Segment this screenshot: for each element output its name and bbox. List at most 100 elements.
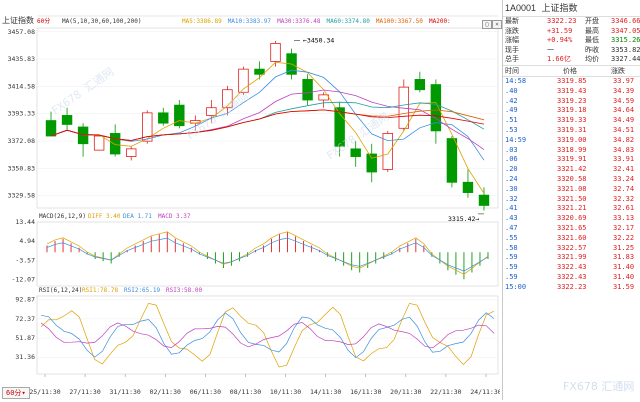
candle-body [222,89,233,109]
tick-price: 3322.57 [557,243,587,252]
tick-row[interactable]: .41 3321.21 32.61 [503,204,640,214]
y-tick-label: 3457.08 [8,28,35,36]
y-tick-label: 3350.83 [8,164,35,172]
tick-row[interactable]: .59 3321.99 31.83 [503,253,640,263]
tick-row[interactable]: .59 3322.43 31.40 [503,273,640,283]
candle-body [302,79,313,101]
ma-ma60-value: MA60:3374.80 [327,18,371,25]
tick-row[interactable]: .30 3321.08 32.74 [503,185,640,195]
tick-list[interactable]: 14:58 3319.85 33.97 .40 3319.43 34.39 .42 3319.… [503,77,640,293]
tick-row[interactable]: .49 3319.18 34.64 [503,106,640,116]
tick-change: 33.97 [613,76,635,85]
chart-period: 60分 [37,17,50,25]
tick-price: 3319.18 [557,106,587,115]
period-selector[interactable]: 60分▾ [2,387,30,399]
candle-body [462,181,474,193]
y-tick-label: 3414.58 [8,82,35,90]
candle-body [254,68,265,75]
x-tick-label: 20/11:30 [390,388,421,396]
expand-icon[interactable]: ▢ [482,20,492,29]
ma200-line [50,109,485,141]
panel-frame [36,221,499,287]
close-icon[interactable]: × [492,20,502,29]
quote-row: 最新 3322.23 开盘 3346.66 [503,17,640,27]
tick-time: .06 [505,155,518,164]
tick-price: 3321.21 [557,204,587,213]
tick-change: 34.83 [613,145,635,154]
candlestick-chart[interactable]: 上证指数 60分 MA(5,10,30,60,100,200) MA5:3386.89… [0,0,502,400]
x-tick-label: 24/11:30 [470,388,500,396]
tick-price: 3321.60 [557,233,587,242]
tick-price: 3321.99 [557,253,587,262]
chart-title: 上证指数 [2,15,34,25]
tick-time: .20 [505,165,518,174]
tick-price: 3319.85 [557,76,587,85]
candle-body [334,107,345,147]
tick-row[interactable]: .51 3319.33 34.49 [503,116,640,126]
tick-time: .30 [505,184,518,193]
tick-change: 32.17 [613,223,635,232]
quote-row: 现手 一 昨收 3353.82 [503,46,640,56]
tick-time: .42 [505,96,518,105]
macd-y-tick: -12.07 [12,275,36,283]
ma-ma200-value: MA200: [429,18,451,25]
quote-value: 3327.44 [611,55,640,64]
tick-change: 33.24 [613,174,635,183]
tick-change: 32.22 [613,233,635,242]
tick-row[interactable]: .20 3321.42 32.41 [503,165,640,175]
tick-row[interactable]: 14:59 3319.00 34.82 [503,136,640,146]
fx678-logo: FX678 汇通网 [563,380,635,393]
quote-label: 现手 [505,45,519,54]
chart-area[interactable]: 上证指数 60分 MA(5,10,30,60,100,200) MA5:3386.89… [0,0,502,400]
tick-price: 3322.43 [557,263,587,272]
tick-row[interactable]: 14:58 3319.85 33.97 [503,77,640,87]
tick-time: 14:59 [505,135,527,144]
tick-change: 34.39 [613,86,635,95]
annotation-label: 3315.42→ [448,215,479,223]
candle-body [430,84,442,132]
tick-time: .43 [505,214,518,223]
watermark: FX678 汇通网 [49,65,116,117]
tick-time: .59 [505,253,518,262]
ma5-line [50,61,485,194]
tick-row[interactable]: 15:00 3322.23 31.59 [503,283,640,293]
candle-body [206,107,217,116]
y-tick-label: 3372.08 [8,137,35,145]
rsi-y-tick: 72.37 [15,315,35,323]
tick-time: 14:58 [505,76,527,85]
tick-row[interactable]: .58 3322.57 31.25 [503,244,640,254]
tick-row[interactable]: .43 3320.69 33.13 [503,214,640,224]
tick-row[interactable]: .40 3319.43 34.39 [503,87,640,97]
tick-price: 3319.33 [557,116,587,125]
tick-time: .59 [505,272,518,281]
tick-row[interactable]: .53 3319.31 34.51 [503,126,640,136]
tick-time: .51 [505,116,518,125]
quote-value: 一 [547,45,554,54]
rsi3-line [40,322,495,349]
tick-row[interactable]: .55 3321.60 32.22 [503,234,640,244]
tick-price: 3321.65 [557,223,587,232]
tick-change: 31.25 [613,243,635,252]
tick-row[interactable]: .03 3318.99 34.83 [503,146,640,156]
quote-title: 1A0001 上证指数 [503,0,640,17]
tick-price: 3322.43 [557,272,587,281]
tick-row[interactable]: .06 3319.91 33.91 [503,155,640,165]
candle-body [125,148,137,157]
ma-ma5-value: MA5:3386.89 [182,18,222,25]
quote-value: 3353.82 [611,45,640,54]
tick-row[interactable]: .24 3320.58 33.24 [503,175,640,185]
tick-row[interactable]: .59 3322.43 31.40 [503,263,640,273]
ma-ma100-value: MA100:3367.50 [376,18,423,25]
tick-time: .55 [505,233,518,242]
tick-row[interactable]: .42 3319.23 34.59 [503,97,640,107]
ma-label: MA(5,10,30,60,100,200) [62,18,141,25]
tick-change: 34.49 [613,116,635,125]
candle-body [382,133,393,170]
tick-row[interactable]: .32 3321.50 32.32 [503,195,640,205]
tick-row[interactable]: .47 3321.65 32.17 [503,224,640,234]
candle-body [318,94,329,101]
x-tick-label: 27/11:30 [69,388,100,396]
tick-change: 34.59 [613,96,635,105]
quote-value: 3315.26 [611,36,640,45]
rsi-y-tick: 51.87 [15,334,35,342]
